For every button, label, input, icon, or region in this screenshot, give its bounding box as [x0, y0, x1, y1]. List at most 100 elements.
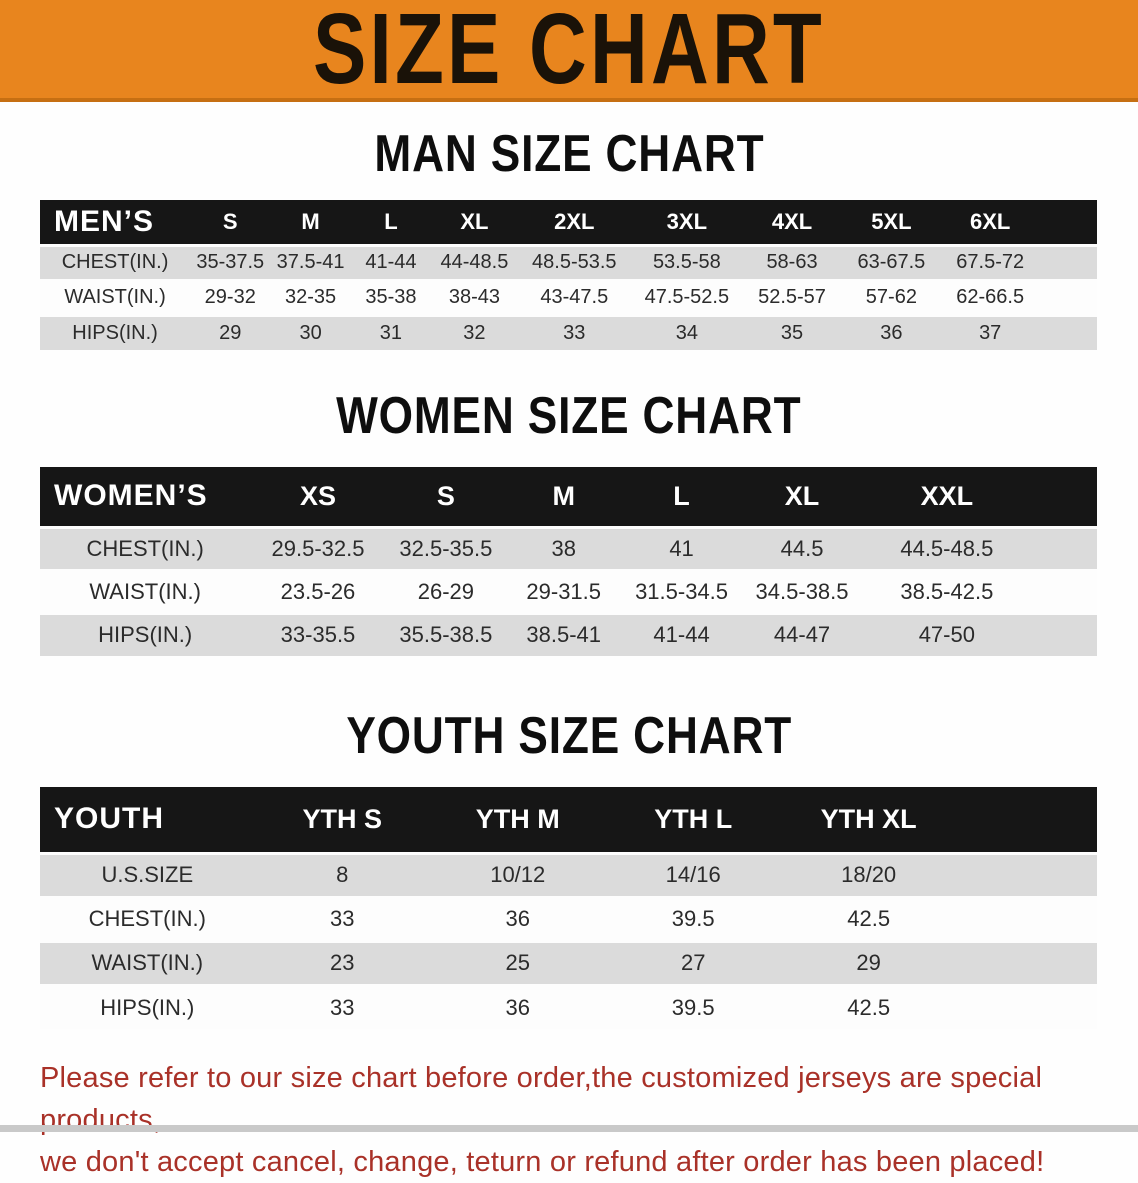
measurement-row-label: CHEST(IN.): [61, 251, 169, 273]
size-value-cell: 58-63: [766, 251, 818, 273]
size-value-cell: 47.5-52.5: [644, 286, 730, 308]
size-value-cell: 44.5: [780, 535, 824, 561]
size-value-cell: 35-38: [365, 286, 417, 308]
womens-size-table: WOMEN’S XS S M L XL XXL CHEST(IN.) 29.5-32.5 32.5…: [40, 467, 1097, 656]
measurement-row-label: WAIST(IN.): [89, 578, 201, 604]
size-column-header: YTH S: [302, 803, 383, 834]
size-value-cell: 31: [379, 321, 403, 344]
size-column-header: L: [673, 480, 690, 511]
size-column-header: 6XL: [970, 208, 1011, 234]
size-value-cell: 41-44: [653, 622, 710, 648]
size-column-header: XS: [299, 480, 336, 511]
table-row: CHEST(IN.) 35-37.5 37.5-41 41-44 44-48.5 48.5…: [40, 245, 1097, 280]
size-value-cell: 44-47: [773, 622, 831, 648]
size-column-header: 4XL: [771, 208, 813, 234]
man-section-heading: MAN SIZE CHART: [0, 128, 1138, 180]
size-value-cell: 43-47.5: [540, 286, 609, 308]
measurement-row-label: CHEST(IN.): [88, 906, 206, 931]
size-value-cell: 33: [330, 906, 355, 931]
header-filler: [1031, 467, 1097, 527]
size-value-cell: 41: [669, 535, 694, 561]
size-value-cell: 35.5-38.5: [399, 622, 493, 648]
size-value-cell: 25: [505, 950, 530, 975]
banner-title: SIZE CHART: [313, 0, 825, 105]
size-value-cell: 27: [680, 950, 706, 975]
size-column-header: M: [301, 208, 320, 234]
table-title-cell: MEN’S: [54, 204, 155, 238]
row-filler: [956, 853, 1097, 897]
table-row: HIPS(IN.) 33 36 39.5 42.5: [40, 985, 1097, 1029]
size-value-cell: 52.5-57: [758, 286, 826, 308]
size-value-cell: 57-62: [865, 286, 917, 308]
youth-size-table: YOUTH YTH S YTH M YTH L YTH XL U.S.SIZE 8 10/12…: [40, 787, 1097, 1029]
row-filler: [1039, 315, 1097, 350]
size-value-cell: 32: [463, 321, 486, 344]
size-value-cell: 32.5-35.5: [399, 535, 493, 561]
youth-section-heading: YOUTH SIZE CHART: [0, 710, 1138, 762]
table-row: HIPS(IN.) 29 30 31 32 33 34 35 36 37: [40, 315, 1097, 350]
table-title-cell: WOMEN’S: [54, 479, 208, 513]
row-filler: [956, 897, 1097, 941]
size-value-cell: 38: [551, 535, 576, 561]
measurement-row-label: HIPS(IN.): [98, 622, 193, 648]
size-column-header: XXL: [920, 480, 974, 511]
size-value-cell: 35: [780, 321, 804, 344]
size-value-cell: 31.5-34.5: [635, 578, 729, 604]
size-value-cell: 67.5-72: [956, 251, 1025, 273]
size-value-cell: 23.5-26: [280, 578, 356, 604]
size-value-cell: 36: [505, 994, 530, 1020]
row-filler: [956, 941, 1097, 985]
table-row: U.S.SIZE 8 10/12 14/16 18/20: [40, 853, 1097, 897]
size-value-cell: 44-48.5: [440, 251, 509, 273]
size-value-cell: 10/12: [490, 862, 546, 887]
women-section-heading: WOMEN SIZE CHART: [0, 390, 1138, 442]
size-value-cell: 29.5-32.5: [271, 535, 365, 561]
size-value-cell: 36: [880, 321, 903, 344]
man-section-heading-text: MAN SIZE CHART: [373, 125, 765, 183]
row-filler: [1031, 527, 1097, 570]
size-column-header: YTH M: [475, 803, 560, 834]
disclaimer-line-2: we don't accept cancel, change, teturn o…: [40, 1146, 1045, 1179]
size-value-cell: 39.5: [671, 906, 715, 931]
size-value-cell: 29: [856, 950, 881, 975]
size-value-cell: 34: [675, 321, 698, 344]
size-column-header: M: [552, 480, 575, 511]
size-value-cell: 29: [219, 321, 242, 344]
table-row: WAIST(IN.) 23.5-26 26-29 29-31.5 31.5-34.5 34…: [40, 570, 1097, 613]
size-value-cell: 33: [330, 994, 355, 1020]
size-value-cell: 38.5-42.5: [900, 578, 994, 604]
size-value-cell: 42.5: [847, 906, 891, 931]
size-column-header: YTH XL: [820, 803, 917, 834]
size-value-cell: 62-66.5: [956, 286, 1025, 308]
size-value-cell: 42.5: [847, 994, 891, 1020]
header-filler: [1039, 200, 1097, 245]
size-chart-banner: SIZE CHART: [0, 0, 1138, 102]
size-value-cell: 44.5-48.5: [900, 535, 994, 561]
row-filler: [1031, 570, 1097, 613]
size-value-cell: 36: [505, 906, 530, 931]
disclaimer-text: Please refer to our size chart before or…: [40, 1057, 1138, 1183]
measurement-row-label: HIPS(IN.): [72, 321, 158, 344]
women-section-heading-text: WOMEN SIZE CHART: [336, 387, 802, 445]
size-column-header: XL: [460, 208, 489, 234]
measurement-row-label: CHEST(IN.): [86, 535, 204, 561]
size-value-cell: 32-35: [285, 286, 337, 308]
size-value-cell: 14/16: [665, 862, 721, 887]
size-column-header: YTH L: [654, 803, 733, 834]
size-column-header: S: [222, 208, 238, 234]
table-row: WAIST(IN.) 29-32 32-35 35-38 38-43 43-47.5 47.…: [40, 280, 1097, 315]
size-value-cell: 37.5-41: [276, 251, 345, 273]
table-row: WAIST(IN.) 23 25 27 29: [40, 941, 1097, 985]
size-value-cell: 29-31.5: [526, 578, 602, 604]
size-value-cell: 63-67.5: [857, 251, 926, 273]
size-column-header: L: [384, 208, 398, 234]
size-value-cell: 38-43: [448, 286, 500, 308]
measurement-row-label: WAIST(IN.): [91, 950, 204, 975]
table-row: CHEST(IN.) 33 36 39.5 42.5: [40, 897, 1097, 941]
size-column-header: XL: [784, 480, 820, 511]
size-value-cell: 26-29: [417, 578, 474, 604]
row-filler: [1039, 280, 1097, 315]
size-column-header: 2XL: [554, 208, 595, 234]
size-value-cell: 47-50: [918, 622, 975, 648]
size-column-header: 3XL: [666, 208, 708, 234]
